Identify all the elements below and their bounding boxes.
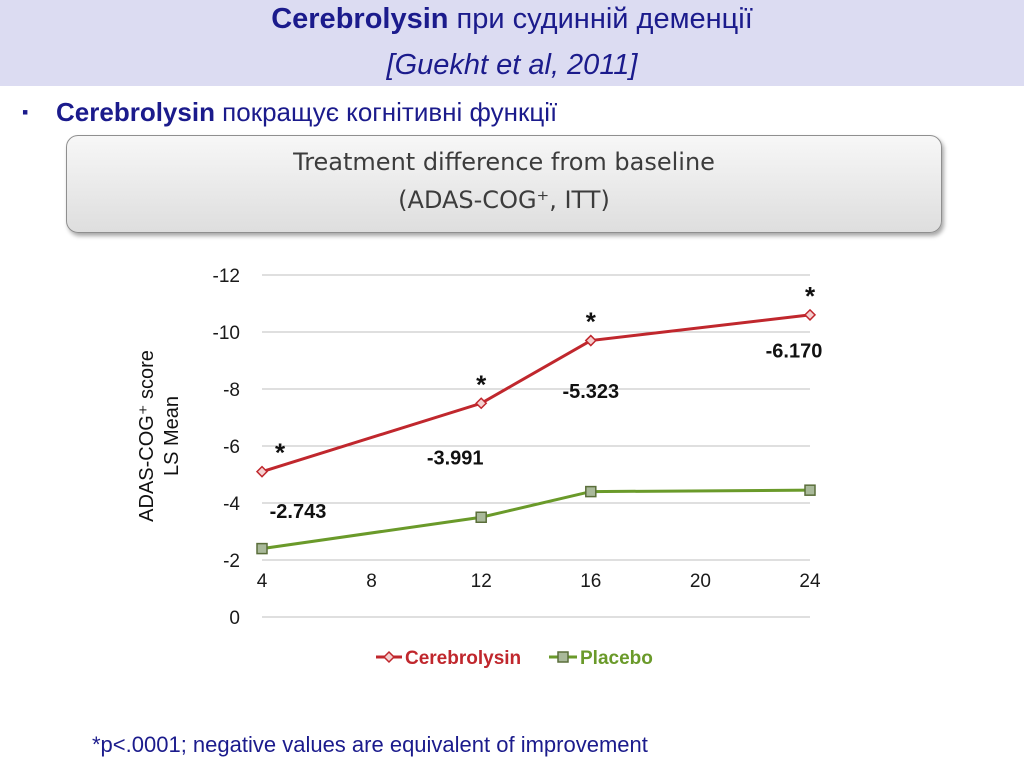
bullet-text: покращує когнітивні функції — [214, 97, 558, 127]
x-tick-label-4: 20 — [690, 571, 711, 592]
title-rest: при судинній деменції — [448, 3, 753, 35]
difference-label-3: -6.170 — [766, 341, 823, 363]
point-placebo-3 — [804, 484, 816, 496]
y-tick-label-6: 0 — [229, 608, 240, 629]
difference-label-2: -5.323 — [562, 381, 619, 403]
point-placebo-0 — [256, 542, 268, 555]
title-header: Cerebrolysin при судинній деменції [Guek… — [0, 0, 1024, 86]
chart-banner: Treatment difference from baseline (ADAS… — [66, 135, 942, 233]
legend-marker-placebo — [557, 651, 569, 663]
title-drug-name: Cerebrolysin — [271, 3, 449, 35]
point-cerebrolysin-2 — [584, 334, 597, 347]
x-tick-label-0: 4 — [257, 571, 268, 592]
difference-label-0: -2.743 — [270, 501, 327, 523]
x-tick-label-5: 24 — [799, 571, 821, 592]
y-tick-label-0: -12 — [213, 266, 240, 287]
significance-mark-3: * — [805, 281, 816, 311]
series-line-placebo — [261, 488, 811, 551]
x-tick-label-2: 12 — [471, 571, 492, 592]
banner-title: Treatment difference from baseline — [293, 148, 715, 176]
bullet-marker: ▪ — [22, 102, 29, 122]
bullet-point: ▪ Cerebrolysin покращує когнітивні функці… — [22, 94, 557, 130]
significance-mark-1: * — [476, 369, 487, 399]
y-tick-label-2: -8 — [223, 380, 240, 401]
x-tick-label-1: 8 — [366, 571, 377, 592]
point-cerebrolysin-1 — [475, 397, 488, 410]
x-tick-label-3: 16 — [580, 571, 601, 592]
footnote: *p<.0001; negative values are equivalent… — [92, 732, 648, 757]
legend-marker-cerebrolysin — [382, 650, 396, 664]
point-cerebrolysin-3 — [803, 308, 817, 321]
point-placebo-1 — [475, 511, 487, 523]
y-tick-label-1: -10 — [213, 323, 240, 344]
legend-label-cerebrolysin: Cerebrolysin — [405, 648, 521, 669]
page-title: Cerebrolysin при судинній деменції — [0, 0, 1024, 38]
y-tick-label-4: -4 — [223, 494, 240, 515]
banner-subtitle: (ADAS-COG⁺, ITT) — [398, 186, 610, 214]
y-tick-label-5: -2 — [223, 551, 240, 572]
significance-mark-0: * — [275, 438, 286, 468]
bullet-drug-name: Cerebrolysin — [56, 97, 215, 127]
difference-label-1: -3.991 — [427, 447, 484, 469]
y-tick-label-3: -6 — [223, 437, 240, 458]
point-placebo-2 — [585, 485, 597, 498]
y-axis-label-line2: LS Mean — [161, 396, 183, 476]
legend-label-placebo: Placebo — [580, 648, 653, 669]
y-axis-label-line1: ADAS-COG⁺ score — [136, 350, 158, 522]
series-line-cerebrolysin — [261, 313, 811, 474]
significance-mark-2: * — [586, 307, 597, 337]
citation: [Guekht et al, 2011] — [386, 49, 638, 81]
point-cerebrolysin-0 — [255, 465, 269, 478]
